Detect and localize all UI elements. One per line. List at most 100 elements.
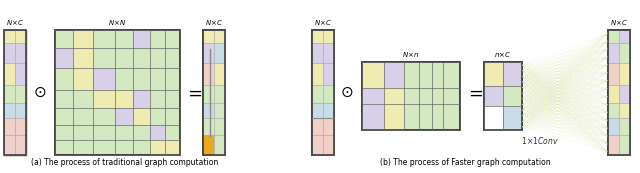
Text: (a) The process of traditional graph computation: (a) The process of traditional graph com… xyxy=(31,158,219,167)
Bar xyxy=(484,106,503,130)
Bar xyxy=(608,85,619,102)
Bar xyxy=(312,30,334,155)
Bar xyxy=(214,85,225,102)
Bar xyxy=(503,86,522,106)
Bar xyxy=(608,43,619,62)
Bar xyxy=(608,30,630,155)
Bar xyxy=(619,117,630,135)
Bar xyxy=(383,62,404,88)
Bar xyxy=(93,90,115,107)
Bar xyxy=(484,86,503,106)
Bar xyxy=(323,85,334,102)
Text: $1\!\times\!1Conv$: $1\!\times\!1Conv$ xyxy=(521,135,559,146)
Bar xyxy=(203,117,214,135)
Bar xyxy=(203,30,225,155)
Bar xyxy=(323,117,334,135)
Bar xyxy=(214,30,225,43)
Bar xyxy=(15,117,26,135)
Bar xyxy=(132,90,150,107)
Bar xyxy=(312,43,323,62)
Bar xyxy=(312,62,323,85)
Bar xyxy=(115,107,132,125)
Bar xyxy=(165,140,180,155)
Text: $\odot$: $\odot$ xyxy=(340,85,354,100)
Bar xyxy=(93,67,115,90)
Text: $N\!\times\!C$: $N\!\times\!C$ xyxy=(6,18,24,27)
Bar xyxy=(312,102,323,117)
Bar xyxy=(484,62,522,130)
Bar xyxy=(203,30,214,43)
Bar xyxy=(323,62,334,85)
Bar xyxy=(312,117,323,135)
Bar xyxy=(203,135,214,155)
Text: $n\!\times\!C$: $n\!\times\!C$ xyxy=(494,50,512,59)
Bar xyxy=(619,30,630,43)
Bar xyxy=(132,107,150,125)
Bar xyxy=(203,102,214,117)
Text: $N\!\times\!N$: $N\!\times\!N$ xyxy=(108,18,127,27)
Bar xyxy=(312,30,334,155)
Bar xyxy=(15,30,26,43)
Bar xyxy=(4,135,15,155)
Bar xyxy=(214,43,225,62)
Bar xyxy=(608,30,619,43)
Bar xyxy=(608,102,619,117)
Bar xyxy=(608,62,619,85)
Bar xyxy=(362,104,383,130)
Bar xyxy=(55,30,180,155)
Text: (b) The process of Faster graph computation: (b) The process of Faster graph computat… xyxy=(380,158,550,167)
Bar xyxy=(203,30,225,155)
Text: $\odot$: $\odot$ xyxy=(33,85,47,100)
Bar xyxy=(4,62,15,85)
Bar xyxy=(312,135,323,155)
Bar xyxy=(214,135,225,155)
Bar xyxy=(362,88,383,104)
Text: $N\!\times\!n$: $N\!\times\!n$ xyxy=(402,50,420,59)
Bar xyxy=(4,85,15,102)
Bar xyxy=(15,43,26,62)
Bar xyxy=(15,102,26,117)
Bar xyxy=(203,85,214,102)
Bar xyxy=(608,135,619,155)
Bar xyxy=(15,135,26,155)
Bar xyxy=(4,43,15,62)
Bar xyxy=(503,106,522,130)
Text: $=$: $=$ xyxy=(465,84,483,102)
Text: $N\!\times\!C$: $N\!\times\!C$ xyxy=(205,18,223,27)
Bar xyxy=(484,62,503,86)
Bar xyxy=(619,102,630,117)
Bar xyxy=(608,30,630,155)
Bar xyxy=(484,62,522,130)
Bar xyxy=(312,85,323,102)
Text: $N\!\times\!C$: $N\!\times\!C$ xyxy=(314,18,332,27)
Bar xyxy=(4,30,26,155)
Bar xyxy=(608,117,619,135)
Bar xyxy=(72,48,93,67)
Bar xyxy=(115,90,132,107)
Bar xyxy=(15,85,26,102)
Bar xyxy=(15,62,26,85)
Bar xyxy=(323,30,334,43)
Bar xyxy=(4,30,26,155)
Bar xyxy=(214,102,225,117)
Bar xyxy=(619,62,630,85)
Bar xyxy=(72,30,93,48)
Bar xyxy=(203,62,214,85)
Bar xyxy=(503,62,522,86)
Bar xyxy=(619,43,630,62)
Bar xyxy=(312,30,323,43)
Bar xyxy=(4,117,15,135)
Bar xyxy=(323,102,334,117)
Bar xyxy=(323,135,334,155)
Bar xyxy=(362,62,460,130)
Bar xyxy=(55,30,180,155)
Bar xyxy=(132,30,150,48)
Bar xyxy=(323,43,334,62)
Bar xyxy=(619,85,630,102)
Bar xyxy=(150,140,165,155)
Bar xyxy=(4,30,15,43)
Text: $N\!\times\!C$: $N\!\times\!C$ xyxy=(610,18,628,27)
Bar xyxy=(362,62,383,88)
Text: $=$: $=$ xyxy=(184,84,202,102)
Bar xyxy=(203,43,214,62)
